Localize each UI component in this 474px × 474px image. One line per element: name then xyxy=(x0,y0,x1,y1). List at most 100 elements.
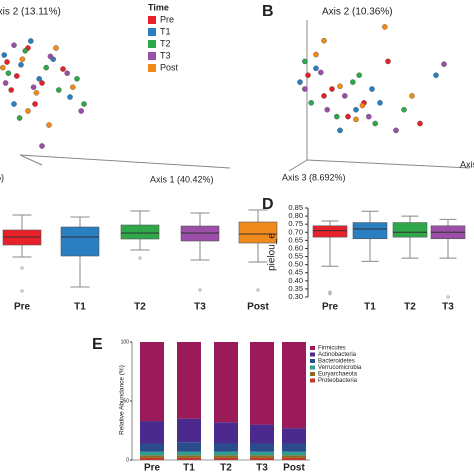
box xyxy=(60,226,100,257)
bar-segment xyxy=(177,455,201,458)
point xyxy=(372,120,378,127)
bar-segment xyxy=(140,342,164,422)
point xyxy=(36,76,42,82)
bar-segment xyxy=(140,457,164,460)
point xyxy=(14,73,20,79)
bar-segment xyxy=(282,428,306,444)
bar-segment xyxy=(282,451,306,456)
point xyxy=(366,113,372,120)
legend-label: Verrucomicrobia xyxy=(318,365,362,371)
point xyxy=(70,84,76,90)
legend-label: Firmicutes xyxy=(318,346,346,352)
point xyxy=(409,93,415,99)
outlier xyxy=(328,292,332,296)
x-tick-label: T1 xyxy=(74,302,86,313)
point xyxy=(401,106,407,113)
point xyxy=(22,48,28,54)
axis-line xyxy=(288,159,308,172)
bar-segment xyxy=(282,457,306,460)
point xyxy=(5,70,12,76)
bar-segment xyxy=(250,443,274,452)
legend-swatch xyxy=(310,372,315,376)
x-tick-label: T3 xyxy=(256,463,268,474)
x-tick-label: Post xyxy=(283,463,305,474)
point xyxy=(321,37,327,44)
x-tick-label: Post xyxy=(247,302,269,313)
point xyxy=(11,42,17,48)
outlier xyxy=(328,290,332,294)
legend-label: T2 xyxy=(160,38,171,48)
x-tick-label: T3 xyxy=(194,302,206,313)
point xyxy=(81,101,87,107)
y-tick-label: 0.50 xyxy=(288,260,303,269)
legend-swatch xyxy=(148,16,156,24)
outlier xyxy=(20,289,24,293)
point xyxy=(441,61,447,67)
point xyxy=(302,86,308,92)
legend-swatch xyxy=(310,365,315,370)
point xyxy=(433,72,439,78)
y-tick-label: 0.65 xyxy=(288,235,303,244)
bar-segment xyxy=(250,455,274,458)
point xyxy=(321,93,327,99)
point xyxy=(313,65,319,72)
axis-label: Axis 1 (40.42%) xyxy=(150,174,214,184)
bar-segment xyxy=(177,342,201,419)
point xyxy=(39,143,45,149)
x-tick-label: T1 xyxy=(183,463,195,474)
point xyxy=(47,53,54,60)
point xyxy=(350,79,356,85)
point xyxy=(1,52,7,58)
point xyxy=(33,90,40,96)
axis-label: Axis 3 (8.692%) xyxy=(282,172,346,182)
outlier xyxy=(446,295,450,299)
panel-label: B xyxy=(262,3,274,20)
point xyxy=(8,87,14,93)
point xyxy=(382,24,388,30)
point xyxy=(334,113,340,120)
bar-segment xyxy=(177,442,201,452)
bar-segment xyxy=(250,342,274,425)
y-tick-label: 0.30 xyxy=(288,292,303,301)
y-axis-label: Relative Abundance (%) xyxy=(119,365,126,435)
y-tick-label: 100 xyxy=(121,339,130,345)
bar-segment xyxy=(214,457,238,460)
point xyxy=(318,69,324,76)
bar-segment xyxy=(177,451,201,456)
point xyxy=(369,86,375,92)
point xyxy=(324,106,330,113)
point xyxy=(16,115,23,121)
bar-segment xyxy=(282,455,306,458)
point xyxy=(74,76,80,82)
point xyxy=(385,58,391,65)
y-axis-label: pielou_e xyxy=(267,233,278,271)
panel-label: E xyxy=(92,336,103,353)
point xyxy=(2,80,9,86)
x-tick-label: Pre xyxy=(144,463,161,474)
point xyxy=(25,108,31,114)
point xyxy=(297,79,303,85)
point xyxy=(46,122,52,128)
point xyxy=(356,72,362,78)
bar-segment xyxy=(250,451,274,456)
point xyxy=(19,56,26,62)
box xyxy=(120,224,160,240)
y-tick-label: 0.40 xyxy=(288,276,303,285)
point xyxy=(43,64,49,71)
legend-label: Bacteroidetes xyxy=(318,359,355,365)
y-tick-label: 0.45 xyxy=(288,268,303,277)
axis-label: Axis 2 (10.36%) xyxy=(322,7,393,18)
y-tick-label: 0 xyxy=(126,457,129,463)
point xyxy=(329,86,335,92)
point xyxy=(393,127,399,134)
x-tick-label: T2 xyxy=(220,463,232,474)
bar-segment xyxy=(140,421,164,444)
legend-swatch xyxy=(310,346,315,350)
bar-segment xyxy=(140,455,164,458)
axis-label: 049%) xyxy=(0,172,4,182)
legend-label: Euryarchaeota xyxy=(318,372,358,378)
panel-label: D xyxy=(262,196,274,213)
point xyxy=(39,80,45,86)
y-tick-label: 0.35 xyxy=(288,284,303,293)
